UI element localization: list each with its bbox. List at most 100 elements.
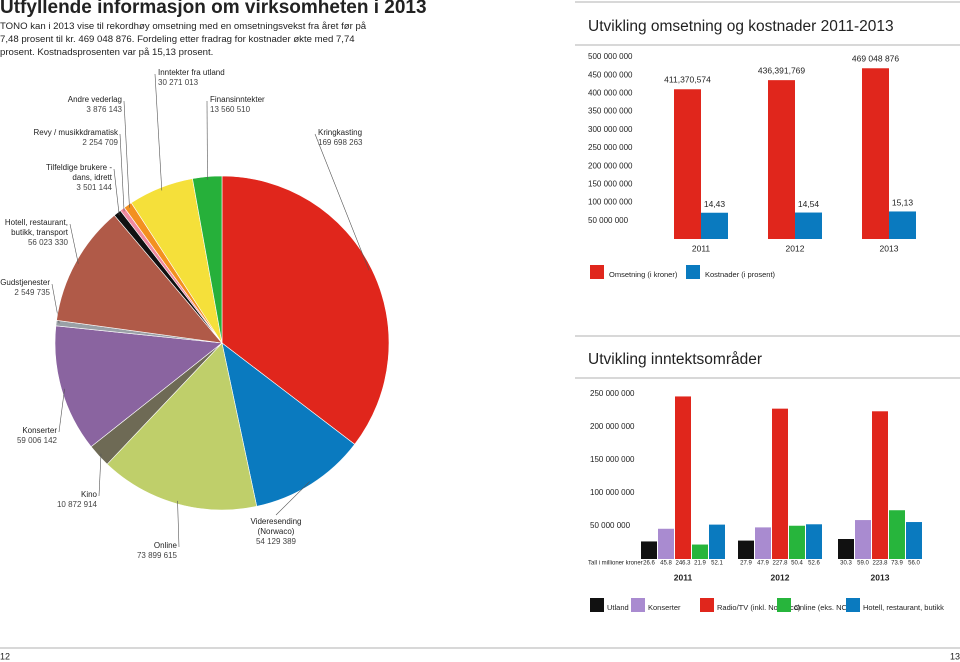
value-label: 469 048 876 bbox=[852, 54, 900, 64]
y-tick-label: 300 000 000 bbox=[588, 125, 633, 134]
slice-label: Tilfeldige brukere - dans, idrett 3 501 1… bbox=[42, 163, 112, 193]
bar bbox=[701, 212, 728, 239]
x-tick-label: 2012 bbox=[786, 243, 805, 253]
legend-swatch bbox=[590, 598, 604, 612]
legend-label: Radio/TV (inkl. Norwaco) bbox=[717, 603, 801, 612]
slice-value: 30 271 013 bbox=[158, 78, 199, 87]
y-tick-label: 400 000 000 bbox=[588, 89, 633, 98]
legend-swatch bbox=[631, 598, 645, 612]
table-value: 45.8 bbox=[660, 561, 672, 567]
bar bbox=[838, 539, 854, 559]
bar bbox=[641, 541, 657, 559]
table-value: 52.6 bbox=[808, 561, 820, 567]
y-tick-label: 100 000 000 bbox=[590, 488, 635, 497]
slice-value: 2 254 709 bbox=[82, 138, 118, 147]
legend-label: Utland bbox=[607, 603, 629, 612]
bar bbox=[772, 408, 788, 559]
chart-title: Utvikling omsetning og kostnader 2011-20… bbox=[588, 18, 894, 35]
bar bbox=[768, 80, 795, 239]
leader-line bbox=[314, 133, 370, 271]
table-value: 52.1 bbox=[711, 561, 723, 567]
slice-name: Hotell, restaurant, butikk, transport bbox=[4, 218, 68, 237]
bar bbox=[806, 524, 822, 559]
y-tick-label: 100 000 000 bbox=[588, 198, 633, 207]
y-tick-label: 250 000 000 bbox=[590, 389, 635, 398]
leader-line bbox=[119, 133, 125, 212]
bar bbox=[862, 68, 889, 240]
chart-title: Utvikling inntektsområder bbox=[588, 351, 762, 368]
slice-label: Revy / musikkdramatisk 2 254 709 bbox=[8, 128, 118, 148]
pie-slice bbox=[221, 175, 390, 445]
y-tick-label: 350 000 000 bbox=[588, 107, 633, 116]
slice-value: 10 872 914 bbox=[56, 500, 97, 509]
page-number: 13 bbox=[950, 651, 960, 661]
legend-label: Online (eks. NCB) bbox=[794, 603, 855, 612]
bar bbox=[855, 520, 871, 559]
slice-label: Kringkasting 169 698 263 bbox=[318, 128, 398, 148]
legend-label: Omsetning (i kroner) bbox=[609, 270, 678, 279]
bar bbox=[738, 540, 754, 559]
page-number: 12 bbox=[0, 651, 10, 661]
slice-name: Andre vederlag bbox=[67, 95, 122, 104]
legend-swatch bbox=[777, 598, 791, 612]
y-tick-label: 50 000 000 bbox=[588, 216, 629, 225]
leader-line bbox=[69, 223, 79, 264]
header-text: TONO kan i 2013 vise til rekordhøy omset… bbox=[0, 21, 367, 58]
bar bbox=[872, 411, 888, 559]
table-value: 47.9 bbox=[757, 561, 769, 567]
bar bbox=[755, 527, 771, 559]
bar bbox=[889, 211, 916, 239]
table-value: 56.0 bbox=[908, 561, 920, 567]
x-tick-label: 2011 bbox=[692, 243, 711, 253]
table-value: 26.6 bbox=[643, 561, 655, 567]
table-value: 246.3 bbox=[675, 561, 691, 567]
slice-name: Videresending (Norwaco) bbox=[250, 517, 302, 536]
slice-value: 56 023 330 bbox=[27, 238, 68, 247]
slice-value: 3 501 144 bbox=[76, 183, 112, 192]
header-title: Utfyllende informasjon om virksomheten i… bbox=[0, 0, 427, 18]
leader-line bbox=[154, 73, 163, 191]
slice-label: Videresending (Norwaco) 54 129 389 bbox=[241, 517, 311, 547]
bar bbox=[789, 525, 805, 559]
value-label: 14,43 bbox=[704, 199, 726, 209]
leader-line bbox=[177, 500, 180, 548]
legend-label: Hotell, restaurant, butikk bbox=[863, 603, 944, 612]
slice-value: 59 006 142 bbox=[16, 436, 57, 445]
x-tick-label: 2013 bbox=[871, 572, 890, 582]
slice-name: Tilfeldige brukere - dans, idrett bbox=[46, 163, 112, 182]
pie-slice bbox=[56, 214, 223, 344]
y-tick-label: 450 000 000 bbox=[588, 70, 633, 79]
value-label: 411,370,574 bbox=[664, 75, 711, 85]
slice-name: Inntekter fra utland bbox=[158, 68, 225, 77]
leader-line bbox=[113, 168, 120, 216]
table-value: 59.0 bbox=[857, 561, 869, 567]
slice-label: Inntekter fra utland 30 271 013 bbox=[158, 68, 238, 88]
slice-label: Kino 10 872 914 bbox=[27, 490, 97, 510]
slice-name: Konserter bbox=[22, 426, 57, 435]
table-value: 27.9 bbox=[740, 561, 752, 567]
leader-line bbox=[123, 100, 130, 208]
slice-name: Online bbox=[153, 541, 177, 550]
slice-value: 73 899 615 bbox=[136, 551, 177, 560]
slice-label: Online 73 899 615 bbox=[117, 541, 177, 561]
pie-slice bbox=[221, 342, 356, 507]
y-tick-label: 50 000 000 bbox=[590, 521, 631, 530]
slice-name: Finansinntekter bbox=[210, 95, 265, 104]
legend-swatch bbox=[846, 598, 860, 612]
slice-value: 3 876 143 bbox=[86, 105, 122, 114]
y-tick-label: 150 000 000 bbox=[590, 455, 635, 464]
x-tick-label: 2012 bbox=[771, 572, 790, 582]
bar bbox=[795, 212, 822, 239]
slice-label: Andre vederlag 3 876 143 bbox=[52, 95, 122, 115]
slice-value: 54 129 389 bbox=[255, 537, 297, 546]
slice-value: 13 560 510 bbox=[210, 105, 251, 114]
table-value: 21.9 bbox=[694, 561, 706, 567]
value-label: 14,54 bbox=[798, 199, 820, 209]
y-tick-label: 200 000 000 bbox=[590, 422, 635, 431]
bar bbox=[906, 522, 922, 559]
legend-label: Konserter bbox=[648, 603, 681, 612]
slice-label: Konserter 59 006 142 bbox=[0, 426, 57, 446]
slice-name: Kino bbox=[80, 490, 97, 499]
